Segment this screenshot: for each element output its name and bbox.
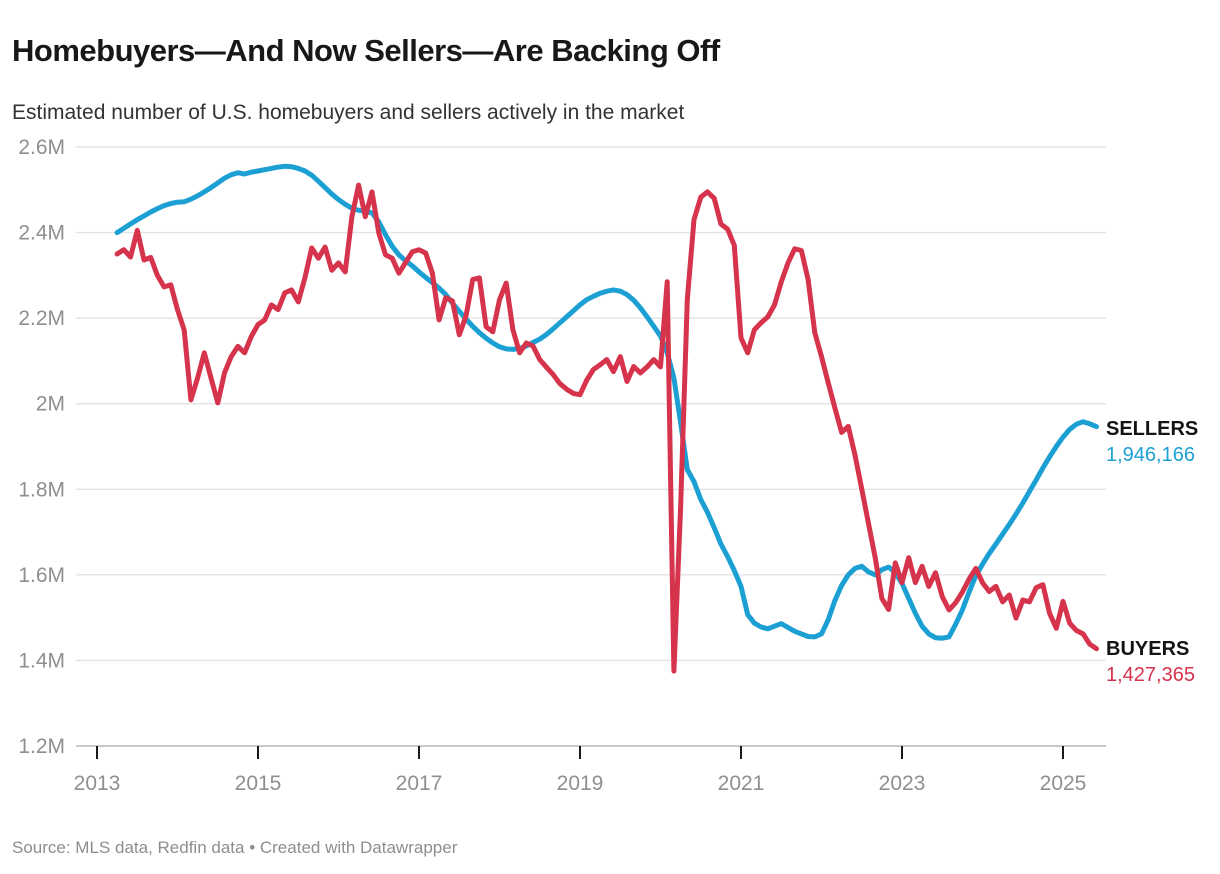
sellers-end-value: 1,946,166 xyxy=(1106,444,1195,466)
buyers-line xyxy=(114,182,1099,674)
y-axis-tick-label: 2M xyxy=(36,393,65,416)
source-attribution: Source: MLS data, Redfin data • Created … xyxy=(12,838,458,857)
x-axis-tick-label: 2019 xyxy=(557,772,604,795)
sellers-series-label: SELLERS xyxy=(1106,418,1199,440)
chart-title: Homebuyers—And Now Sellers—Are Backing O… xyxy=(12,32,720,68)
y-axis-tick-label: 1.2M xyxy=(18,735,65,758)
x-axis-tick-label: 2021 xyxy=(718,772,765,795)
x-axis-tick-label: 2015 xyxy=(235,772,282,795)
x-axis-tick-label: 2023 xyxy=(879,772,926,795)
chart-subtitle: Estimated number of U.S. homebuyers and … xyxy=(12,101,685,124)
sellers-line xyxy=(114,163,1099,641)
axis-labels: 2.6M 2.4M 2.2M 2M 1.8M 1.6M 1.4M 1.2M 2013 2015 20… xyxy=(18,136,1086,795)
sellers-end-annotation: SELLERS 1,946,166 xyxy=(1106,416,1198,468)
buyers-end-value: 1,427,365 xyxy=(1106,664,1195,686)
data-series xyxy=(114,163,1099,674)
buyers-end-annotation: BUYERS 1,427,365 xyxy=(1106,636,1195,688)
x-axis-tick-label: 2013 xyxy=(74,772,121,795)
y-axis-tick-label: 1.6M xyxy=(18,564,65,587)
y-axis-tick-label: 2.2M xyxy=(18,307,65,330)
x-axis-tick-label: 2025 xyxy=(1040,772,1087,795)
x-axis-tick-label: 2017 xyxy=(396,772,443,795)
y-axis-tick-label: 1.8M xyxy=(18,478,65,501)
buyers-series-label: BUYERS xyxy=(1106,638,1190,660)
y-axis-tick-label: 2.4M xyxy=(18,222,65,245)
y-axis-tick-label: 1.4M xyxy=(18,649,65,672)
axis-ticks xyxy=(96,745,1064,759)
y-axis-tick-label: 2.6M xyxy=(18,136,65,159)
gridlines xyxy=(76,146,1106,747)
